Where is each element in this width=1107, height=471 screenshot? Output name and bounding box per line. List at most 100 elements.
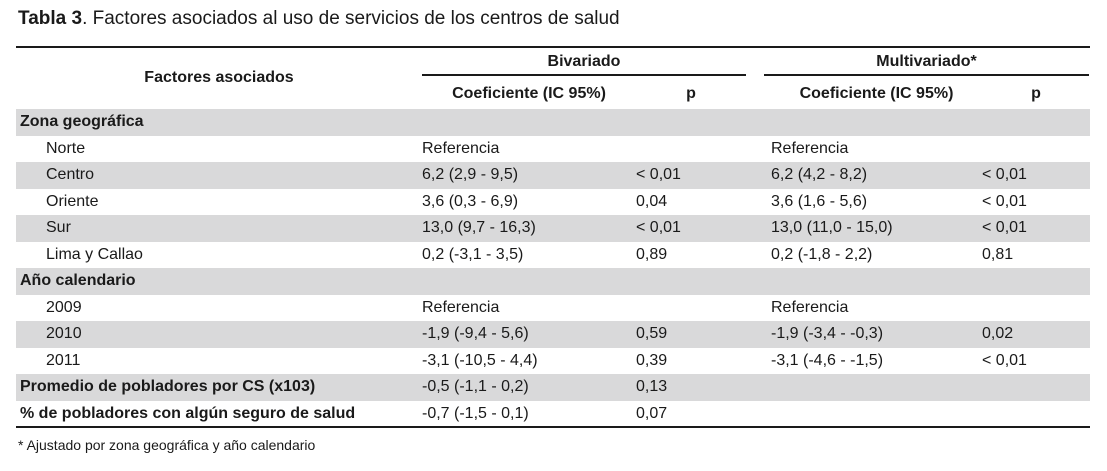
spacer-cell xyxy=(746,162,771,189)
row-factor: Norte xyxy=(46,139,86,157)
row-factor: 2011 xyxy=(46,351,81,369)
multivariate-coef-cell xyxy=(771,374,982,401)
row-factor: Centro xyxy=(16,162,422,189)
caption-text: . Factores asociados al uso de servicios… xyxy=(82,8,620,29)
table-row: Promedio de pobladores por CS (x103) -0,5… xyxy=(16,374,1090,401)
row-factor: Año calendario xyxy=(16,268,422,295)
multivariate-p-cell xyxy=(982,268,1090,295)
bivariate-p-cell xyxy=(636,268,746,295)
bivariate-coef-cell: Referencia xyxy=(422,139,500,157)
multivariate-coef-header: Coeficiente (IC 95%) xyxy=(799,85,954,102)
bottom-rule xyxy=(16,426,1090,428)
multivariate-group-header: Multivariado* xyxy=(876,53,977,70)
bivariate-coef-cell: -0,5 (-1,1 - 0,2) xyxy=(422,374,636,401)
bivariate-p-cell: 0,07 xyxy=(636,404,668,422)
row-factor: Promedio de pobladores por CS (x103) xyxy=(16,374,422,401)
bivariate-p-cell: < 0,01 xyxy=(636,162,746,189)
spacer-cell xyxy=(746,321,771,348)
table-row: Sur 13,0 (9,7 - 16,3) < 0,01 13,0 (11,0 - 1… xyxy=(16,215,1090,242)
spacer-cell xyxy=(746,348,771,375)
bivariate-p-cell: 0,59 xyxy=(636,321,746,348)
multivariate-p-cell: 0,81 xyxy=(982,245,1014,263)
multivariate-p-cell xyxy=(982,401,1090,428)
bivariate-p-cell xyxy=(636,109,746,136)
bivariate-group-rule xyxy=(422,74,746,76)
footnote: * Ajustado por zona geográfica y año cal… xyxy=(18,437,316,453)
table-row: 2010 -1,9 (-9,4 - 5,6) 0,59 -1,9 (-3,4 - -0… xyxy=(16,321,1090,348)
bivariate-coef-cell: -0,7 (-1,5 - 0,1) xyxy=(422,404,529,422)
bivariate-p-cell xyxy=(636,295,746,322)
bivariate-coef-cell: 6,2 (2,9 - 9,5) xyxy=(422,162,636,189)
bivariate-p-header: p xyxy=(686,85,696,102)
row-factor: % de pobladores con algún seguro de salu… xyxy=(20,404,356,422)
multivariate-coef-cell: 6,2 (4,2 - 8,2) xyxy=(771,162,982,189)
table-row: Año calendario xyxy=(16,268,1090,295)
bivariate-p-cell: < 0,01 xyxy=(636,215,746,242)
row-factor: 2010 xyxy=(16,321,422,348)
results-table: Zona geográfica Norte Referencia Referencia… xyxy=(16,109,1090,427)
bivariate-coef-cell: 13,0 (9,7 - 16,3) xyxy=(422,215,636,242)
multivariate-p-cell: < 0,01 xyxy=(982,215,1090,242)
row-factor: Sur xyxy=(16,215,422,242)
multivariate-coef-cell xyxy=(771,109,982,136)
spacer-cell xyxy=(746,189,771,216)
multivariate-coef-cell: 3,6 (1,6 - 5,6) xyxy=(771,192,868,210)
spacer-cell xyxy=(746,242,771,269)
table-row: Oriente 3,6 (0,3 - 6,9) 0,04 3,6 (1,6 - 5,6… xyxy=(16,189,1090,216)
multivariate-coef-cell: 0,2 (-1,8 - 2,2) xyxy=(771,245,873,263)
multivariate-coef-cell: Referencia xyxy=(771,139,849,157)
bivariate-coef-cell: -1,9 (-9,4 - 5,6) xyxy=(422,321,636,348)
table-row: % de pobladores con algún seguro de salu… xyxy=(16,401,1090,428)
multivariate-p-cell xyxy=(982,295,1090,322)
spacer-cell xyxy=(746,374,771,401)
multivariate-p-cell xyxy=(982,374,1090,401)
multivariate-p-header: p xyxy=(1031,85,1041,102)
multivariate-p-cell: < 0,01 xyxy=(982,192,1027,210)
multivariate-p-cell xyxy=(982,136,1090,163)
multivariate-p-cell: 0,02 xyxy=(982,321,1090,348)
table-row: Lima y Callao 0,2 (-3,1 - 3,5) 0,89 0,2 (-1… xyxy=(16,242,1090,269)
bivariate-p-cell xyxy=(636,136,746,163)
multivariate-coef-cell: Referencia xyxy=(771,298,849,316)
row-factor: Zona geográfica xyxy=(16,109,422,136)
row-factor: 2009 xyxy=(46,298,82,316)
multivariate-coef-cell xyxy=(771,401,982,428)
spacer-cell xyxy=(746,295,771,322)
multivariate-p-cell: < 0,01 xyxy=(982,162,1090,189)
multivariate-coef-cell xyxy=(771,268,982,295)
table-caption: Tabla 3. Factores asociados al uso de se… xyxy=(18,8,620,30)
bivariate-coef-cell xyxy=(422,109,636,136)
bivariate-p-cell: 0,13 xyxy=(636,374,746,401)
spacer-cell xyxy=(746,215,771,242)
bivariate-p-cell: 0,89 xyxy=(636,245,668,263)
table-row: Zona geográfica xyxy=(16,109,1090,136)
multivariate-p-cell: < 0,01 xyxy=(982,351,1027,369)
bivariate-coef-cell: -3,1 (-10,5 - 4,4) xyxy=(422,351,538,369)
multivariate-group-rule xyxy=(764,74,1089,76)
bivariate-coef-cell: 0,2 (-3,1 - 3,5) xyxy=(422,245,524,263)
bivariate-coef-cell: 3,6 (0,3 - 6,9) xyxy=(422,192,519,210)
multivariate-coef-cell: 13,0 (11,0 - 15,0) xyxy=(771,215,982,242)
factor-header: Factores asociados xyxy=(144,69,294,86)
top-rule xyxy=(16,46,1090,48)
table-row: Centro 6,2 (2,9 - 9,5) < 0,01 6,2 (4,2 - 8,… xyxy=(16,162,1090,189)
table-row: Norte Referencia Referencia xyxy=(16,136,1090,163)
row-factor: Oriente xyxy=(46,192,99,210)
results-table-body: Zona geográfica Norte Referencia Referencia… xyxy=(16,109,1090,427)
row-factor: Lima y Callao xyxy=(46,245,143,263)
bivariate-coef-cell: Referencia xyxy=(422,298,500,316)
table-row: 2009 Referencia Referencia xyxy=(16,295,1090,322)
bivariate-coef-cell xyxy=(422,268,636,295)
caption-label: Tabla 3 xyxy=(18,8,83,29)
bivariate-group-header: Bivariado xyxy=(547,53,621,70)
multivariate-p-cell xyxy=(982,109,1090,136)
bivariate-p-cell: 0,39 xyxy=(636,351,668,369)
table-row: 2011 -3,1 (-10,5 - 4,4) 0,39 -3,1 (-4,6 - -… xyxy=(16,348,1090,375)
spacer-cell xyxy=(746,136,771,163)
multivariate-coef-cell: -3,1 (-4,6 - -1,5) xyxy=(771,351,884,369)
multivariate-coef-cell: -1,9 (-3,4 - -0,3) xyxy=(771,321,982,348)
bivariate-coef-header: Coeficiente (IC 95%) xyxy=(452,85,606,102)
bivariate-p-cell: 0,04 xyxy=(636,192,668,210)
spacer-cell xyxy=(746,109,771,136)
spacer-cell xyxy=(746,268,771,295)
